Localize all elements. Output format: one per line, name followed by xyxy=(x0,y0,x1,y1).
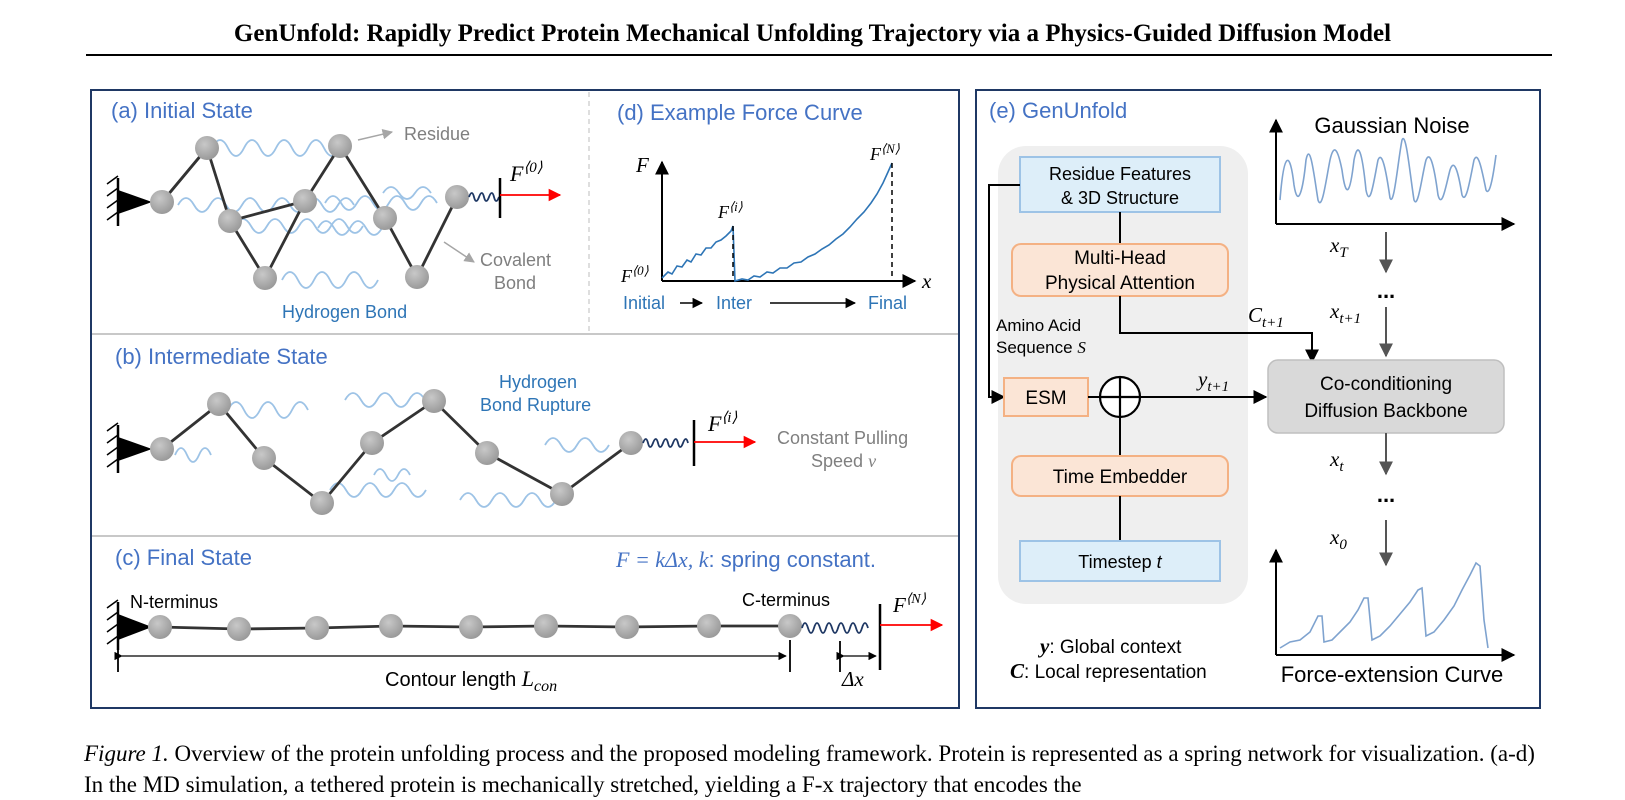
x-T-label: xT xyxy=(1329,233,1349,261)
y-t1-label: yt+1 xyxy=(1196,367,1229,395)
title-rule xyxy=(86,54,1552,56)
panel-c-title: (c) Final State xyxy=(115,545,252,570)
ellipsis-bottom: ... xyxy=(1377,482,1395,507)
panel-a-force-label: F⟨0⟩ xyxy=(509,160,543,186)
panel-d-x-axis-label: x xyxy=(921,269,932,293)
panel-a-residue-beads xyxy=(150,134,469,290)
panel-c-c-terminus: C-terminus xyxy=(742,590,830,610)
panel-d-force-curve xyxy=(661,162,893,283)
timestep-box xyxy=(1019,540,1221,582)
panel-b-force-label: F⟨i⟩ xyxy=(707,410,737,436)
legend-global-context: y: Global context xyxy=(1037,634,1182,658)
amino-acid-label-1: Amino Acid xyxy=(996,316,1081,335)
panel-b-residue-beads xyxy=(150,389,643,515)
panel-c-force-label: F⟨N⟩ xyxy=(892,592,927,617)
panel-d-fn-label: F⟨N⟩ xyxy=(869,141,900,164)
gaussian-noise-curve xyxy=(1279,137,1497,204)
residue-features-box xyxy=(1019,156,1221,213)
attention-to-backbone-line xyxy=(1119,296,1319,364)
attention-label-2: Physical Attention xyxy=(1045,273,1195,294)
panel-d-stage-initial: Initial xyxy=(623,293,665,313)
panel-e-title: (e) GenUnfold xyxy=(989,98,1127,123)
backbone-label-2: Diffusion Backbone xyxy=(1304,401,1467,422)
c-t1-label: Ct+1 xyxy=(1248,303,1284,331)
panel-b-hbond-waves xyxy=(174,392,610,508)
sum-operator-icon xyxy=(1098,375,1142,419)
panel-a-covalent-label-1: Covalent xyxy=(480,250,551,270)
timestep-label: Timestep t xyxy=(1078,552,1162,572)
esm-label: ESM xyxy=(1025,388,1066,409)
features-to-esm-line xyxy=(988,184,1020,404)
attention-label-1: Multi-Head xyxy=(1074,248,1166,269)
ellipsis-top: ... xyxy=(1377,278,1395,303)
panel-b-anchor xyxy=(106,422,152,473)
panel-d-stage-inter: Inter xyxy=(716,293,752,313)
panel-a-residue-pointer xyxy=(357,129,394,141)
panel-b-pulling-label-1: Constant Pulling xyxy=(777,428,908,448)
time-embedder-label: Time Embedder xyxy=(1053,467,1188,488)
amino-acid-label-2: Sequence S xyxy=(996,338,1086,357)
panel-a-residue-label: Residue xyxy=(404,124,470,144)
x-t1-label: xt+1 xyxy=(1329,299,1361,327)
x-t-label: xt xyxy=(1329,447,1344,475)
panel-a-covalent-label-2: Bond xyxy=(494,273,536,293)
gaussian-noise-label: Gaussian Noise xyxy=(1314,113,1469,138)
force-extension-curve xyxy=(1279,561,1489,649)
caption-text: Overview of the protein unfolding proces… xyxy=(84,741,1535,797)
panel-a-hbond-label: Hydrogen Bond xyxy=(282,302,407,322)
panel-a-spring xyxy=(468,192,500,202)
panel-a-title: (a) Initial State xyxy=(111,98,253,123)
panel-a-covalent-pointer xyxy=(443,241,475,263)
panel-e-encoder-bg xyxy=(998,146,1248,604)
panel-d-f0-label: F⟨0⟩ xyxy=(620,263,649,286)
panel-c-equation: F = kΔx, k: spring constant. xyxy=(615,547,876,572)
backbone-box xyxy=(1267,359,1505,434)
figure-caption: Figure 1. Overview of the protein unfold… xyxy=(84,738,1554,800)
panel-b-pulling-label-2: Speed v xyxy=(811,451,876,471)
panel-a-anchor xyxy=(106,175,152,226)
legend-local-representation: C: Local representation xyxy=(1010,659,1207,683)
panel-b-rupture-label-1: Hydrogen xyxy=(499,372,577,392)
panel-c-n-terminus: N-terminus xyxy=(130,592,218,612)
panel-c-spring xyxy=(801,622,869,634)
residue-features-label-1: Residue Features xyxy=(1049,164,1191,184)
left-panel-frame xyxy=(90,89,960,709)
panel-d-title: (d) Example Force Curve xyxy=(617,100,863,125)
panel-d-y-axis-label: F xyxy=(635,153,649,177)
panel-b-spring xyxy=(642,438,689,448)
backbone-label-1: Co-conditioning xyxy=(1320,374,1452,395)
panel-c-dx-label: Δx xyxy=(841,667,864,691)
x-0-label: x0 xyxy=(1329,525,1347,553)
panel-c-contour-label: Contour length Lcon xyxy=(385,666,557,695)
panel-c-residue-beads xyxy=(148,614,802,641)
force-extension-label: Force-extension Curve xyxy=(1281,662,1504,687)
panel-a-hbond-waves xyxy=(177,139,438,289)
panel-d-stage-final: Final xyxy=(868,293,907,313)
paper-title: GenUnfold: Rapidly Predict Protein Mecha… xyxy=(233,20,1392,47)
panel-c-anchor xyxy=(106,599,152,650)
panel-b-title: (b) Intermediate State xyxy=(115,344,328,369)
panel-b-rupture-label-2: Bond Rupture xyxy=(480,395,591,415)
residue-features-label-2: & 3D Structure xyxy=(1061,188,1179,208)
caption-label: Figure 1. xyxy=(84,741,169,766)
panel-d-fi-label: F⟨i⟩ xyxy=(717,199,743,222)
